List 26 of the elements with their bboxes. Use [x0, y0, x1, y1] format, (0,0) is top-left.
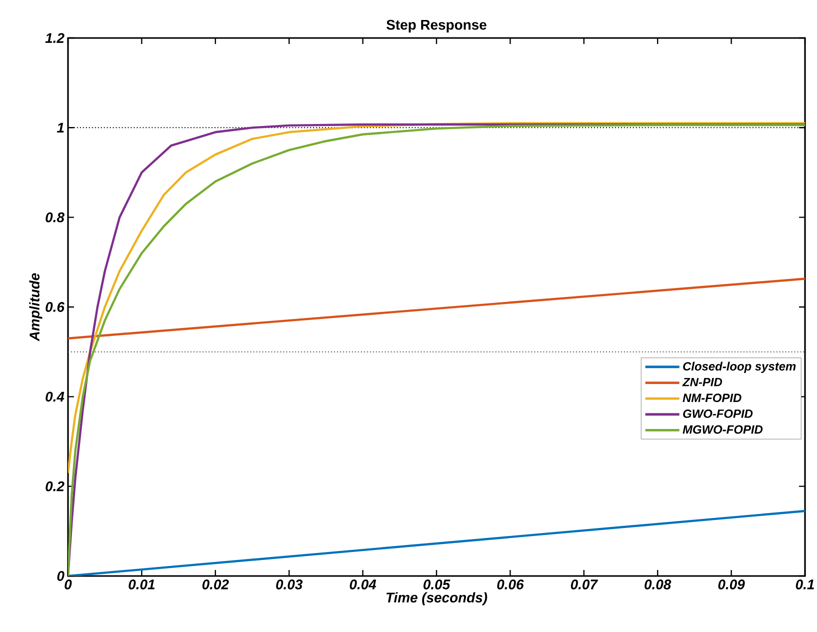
- chart-title: Step Response: [386, 20, 486, 32]
- legend-label: NM-FOPID: [682, 394, 742, 402]
- x-tick-label: 0.09: [718, 580, 745, 590]
- legend-label: ZN-PID: [682, 378, 722, 386]
- y-tick-label: 0.8: [46, 212, 64, 222]
- y-tick-label: 1.2: [45, 33, 64, 43]
- x-tick-label: 0.04: [350, 580, 376, 590]
- y-tick-label: 0.6: [46, 302, 65, 312]
- y-axis-title: Amplitude: [29, 273, 42, 342]
- legend-label: Closed-loop system: [683, 362, 796, 373]
- legend-label: GWO-FOPID: [683, 409, 753, 418]
- x-tick-label: 0.1: [796, 580, 814, 590]
- y-tick-label: 0.2: [46, 481, 64, 492]
- x-tick-label: 0.07: [570, 580, 598, 590]
- x-tick-label: 0.06: [497, 580, 524, 590]
- x-tick-label: 0.02: [202, 580, 229, 590]
- x-axis-title: Time (seconds): [386, 592, 488, 606]
- x-tick-label: 0.05: [424, 580, 450, 590]
- x-tick-label: 0.08: [644, 580, 672, 590]
- x-tick-label: 0: [64, 580, 72, 590]
- legend-label: MGWO-FOPID: [682, 425, 763, 434]
- x-tick-label: 0.03: [276, 580, 303, 590]
- y-tick-label: 0: [57, 571, 64, 581]
- y-tick-label: 0.4: [46, 392, 64, 402]
- x-tick-label: 0.01: [128, 580, 155, 590]
- y-tick-label: 1: [56, 122, 64, 132]
